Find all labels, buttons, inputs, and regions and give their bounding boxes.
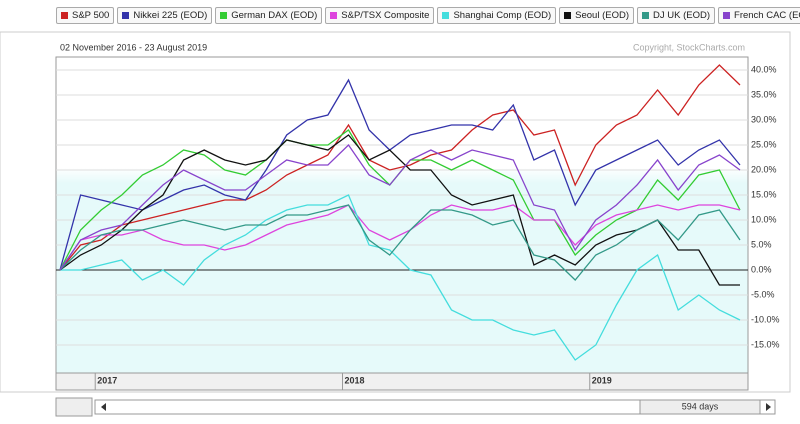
copyright: Copyright, StockCharts.com xyxy=(633,42,745,52)
legend-swatch xyxy=(723,12,731,19)
y-tick-label: 25.0% xyxy=(751,139,777,149)
legend-label: DJ UK (EOD) xyxy=(653,10,711,21)
series-line xyxy=(60,194,741,361)
series-line xyxy=(59,204,741,271)
range-label: 594 days xyxy=(682,401,719,411)
legend-swatch xyxy=(220,12,228,19)
legend-label: Nikkei 225 (EOD) xyxy=(133,10,208,21)
scroll-track[interactable] xyxy=(94,399,776,415)
x-tick-label: 2019 xyxy=(592,375,612,385)
legend-label: German DAX (EOD) xyxy=(231,10,318,21)
y-tick-label: 30.0% xyxy=(751,114,777,124)
legend-swatch xyxy=(564,12,572,19)
y-tick-label: -5.0% xyxy=(751,289,775,299)
series-line xyxy=(59,64,741,271)
legend-item[interactable]: Shanghai Comp (EOD) xyxy=(437,7,557,24)
y-tick-label: 40.0% xyxy=(751,64,777,74)
y-tick-label: 0.0% xyxy=(751,264,772,274)
series-line xyxy=(59,143,741,271)
legend-label: S&P/TSX Composite xyxy=(341,10,430,21)
legend: S&P 500 Nikkei 225 (EOD) German DAX (EOD) S… xyxy=(56,7,800,24)
scroll-left[interactable] xyxy=(101,403,106,411)
series-line xyxy=(59,204,741,281)
legend-item[interactable]: DJ UK (EOD) xyxy=(637,7,716,24)
series-line xyxy=(59,78,741,271)
legend-swatch xyxy=(642,12,650,19)
y-tick-label: 20.0% xyxy=(751,164,777,174)
y-tick-label: 15.0% xyxy=(751,189,777,199)
legend-swatch xyxy=(122,12,130,19)
y-tick-label: 10.0% xyxy=(751,214,777,224)
plot-area xyxy=(55,56,749,374)
y-tick-label: 5.0% xyxy=(751,239,772,249)
x-axis-band xyxy=(55,372,749,391)
y-tick-label: -10.0% xyxy=(751,314,780,324)
scrollbar: 594 days xyxy=(55,397,776,417)
legend-swatch xyxy=(61,12,68,19)
legend-item[interactable]: S&P/TSX Composite xyxy=(325,7,435,24)
legend-label: S&P 500 xyxy=(72,10,110,21)
x-tick-label: 2017 xyxy=(97,375,117,385)
scroll-right[interactable] xyxy=(766,403,771,411)
legend-label: French CAC (EOD) xyxy=(734,10,800,21)
legend-item[interactable]: S&P 500 xyxy=(56,7,115,24)
legend-item[interactable]: Nikkei 225 (EOD) xyxy=(117,7,213,24)
legend-item[interactable]: French CAC (EOD) xyxy=(718,7,800,24)
y-tick-label: 35.0% xyxy=(751,89,777,99)
legend-swatch xyxy=(442,12,450,19)
legend-label: Shanghai Comp (EOD) xyxy=(453,10,552,21)
legend-swatch xyxy=(330,12,338,19)
frame xyxy=(0,31,791,393)
legend-item[interactable]: German DAX (EOD) xyxy=(215,7,323,24)
legend-item[interactable]: Seoul (EOD) xyxy=(559,7,635,24)
scroll-thumb[interactable] xyxy=(639,399,761,415)
subtitle: 02 November 2016 - 23 August 2019 xyxy=(60,42,207,52)
x-tick-label: 2018 xyxy=(344,375,364,385)
chart-type-button[interactable] xyxy=(55,397,93,417)
legend-label: Seoul (EOD) xyxy=(575,10,630,21)
y-tick-label: -15.0% xyxy=(751,339,780,349)
